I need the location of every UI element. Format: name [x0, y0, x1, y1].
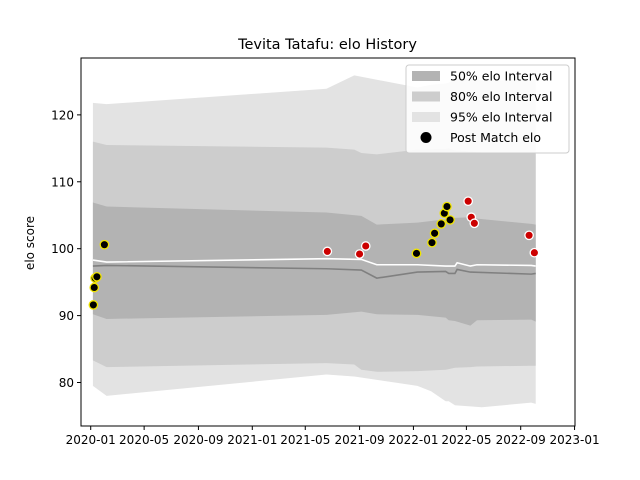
- legend-swatch-80-elo-interval: [412, 91, 440, 102]
- band-50-elo-interval: [92, 202, 536, 326]
- post-match-point: [436, 219, 447, 229]
- y-tick-label: 110: [51, 175, 74, 189]
- x-tick-label: 2022-09: [496, 433, 546, 447]
- y-tick-label: 120: [51, 108, 74, 122]
- post-match-point: [411, 248, 422, 259]
- post-match-point: [445, 215, 455, 225]
- post-match-point: [469, 218, 480, 229]
- legend-label: 50% elo Interval: [450, 69, 552, 84]
- y-tick-label: 80: [59, 376, 74, 390]
- y-tick-label: 90: [59, 309, 74, 323]
- legend-label: 95% elo Interval: [450, 110, 552, 125]
- post-match-point: [92, 271, 102, 282]
- line-median: [92, 257, 536, 267]
- post-match-point: [429, 228, 440, 239]
- legend: 50% elo Interval 80% elo Interval 95% elo …: [405, 64, 570, 154]
- x-tick-label: 2021-09: [334, 433, 384, 447]
- legend-swatch-50-elo-interval: [412, 71, 440, 81]
- post-match-point: [427, 237, 437, 248]
- legend-label: Post Match elo: [450, 130, 541, 145]
- x-tick-label: 2020-09: [173, 433, 223, 447]
- legend-box: [405, 64, 570, 154]
- x-tick-label: 2022-01: [388, 433, 438, 447]
- interval-bands: [92, 75, 536, 408]
- post-match-points: [88, 196, 540, 310]
- post-match-point: [524, 230, 534, 241]
- x-tick-label: 2020-01: [66, 433, 116, 447]
- post-match-point: [88, 300, 99, 310]
- x-tick-label: 2021-01: [227, 433, 277, 447]
- post-match-point: [99, 239, 110, 250]
- post-match-point: [529, 247, 540, 258]
- x-tick-label: 2021-05: [280, 433, 330, 447]
- post-match-point: [360, 241, 371, 251]
- x-tick-label: 2022-05: [441, 433, 491, 447]
- x-tick-label: 2023-01: [549, 433, 599, 447]
- legend-swatch-95-elo-interval: [412, 112, 440, 122]
- legend-label: 80% elo Interval: [450, 89, 552, 104]
- y-tick-label: 100: [51, 242, 74, 256]
- post-match-point: [442, 201, 452, 212]
- y-axis-ticks: 80 90 100 110 120: [51, 108, 81, 390]
- post-match-point: [89, 282, 100, 293]
- x-axis-ticks: 2020-01 2020-05 2020-09 2021-01 2021-05 2021-…: [66, 426, 600, 447]
- center-lines: [92, 257, 536, 279]
- post-match-point: [463, 196, 474, 207]
- y-axis-label: elo score: [23, 216, 37, 270]
- legend-marker-post-match-elo: [420, 132, 432, 143]
- x-tick-label: 2020-05: [119, 433, 169, 447]
- chart-title: Tevita Tatafu: elo History: [237, 37, 417, 53]
- plot-frame: [80, 57, 576, 427]
- post-match-point: [354, 249, 365, 259]
- line-mean: [92, 264, 536, 279]
- post-match-point: [322, 246, 333, 257]
